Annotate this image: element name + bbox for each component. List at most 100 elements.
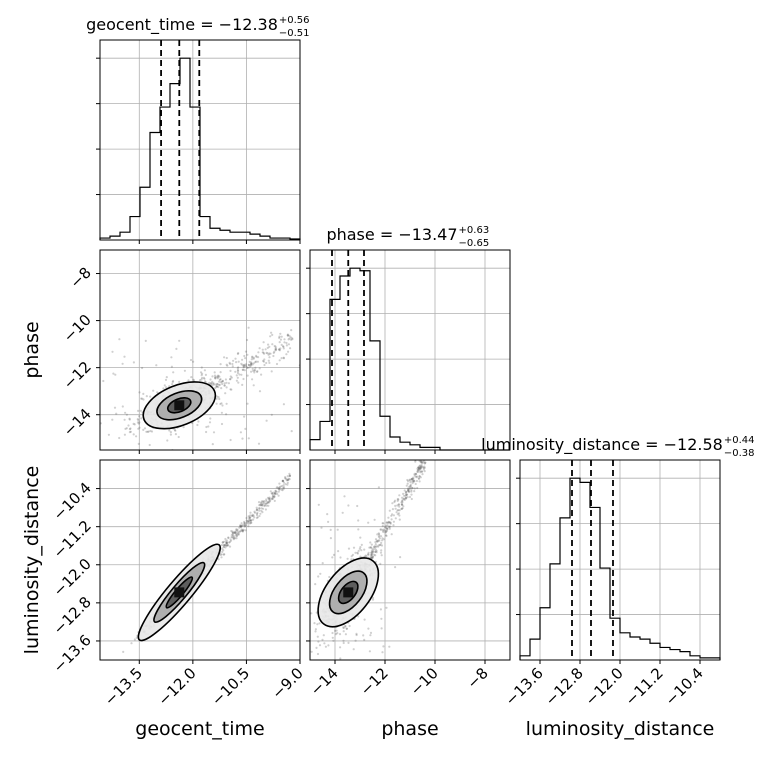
luminosity_distance-vs-phase-point <box>385 521 389 524</box>
luminosity_distance-vs-geocent_time-point <box>264 508 267 511</box>
luminosity_distance-vs-phase-point <box>385 527 388 530</box>
phase-vs-geocent_time-point <box>167 455 169 457</box>
phase-vs-geocent_time-point <box>244 427 247 430</box>
luminosity_distance-vs-phase-point <box>424 461 427 464</box>
luminosity_distance-vs-phase-point <box>376 533 379 536</box>
phase-vs-geocent_time-point <box>253 368 256 371</box>
phase-vs-geocent_time-point <box>181 451 183 453</box>
luminosity_distance-vs-phase-point <box>377 539 380 542</box>
phase-vs-geocent_time-point <box>261 351 264 354</box>
luminosity_distance-vs-phase-point <box>406 487 410 490</box>
luminosity_distance-vs-phase-point <box>408 478 411 481</box>
phase-vs-geocent_time-point <box>251 363 254 366</box>
luminosity_distance-vs-phase-point <box>374 554 377 557</box>
luminosity_distance-vs-geocent_time-point <box>265 500 268 503</box>
luminosity_distance-vs-geocent_time-point <box>122 650 125 654</box>
geocent_time-x-tick-label-2: −10.5 <box>208 664 253 709</box>
luminosity_distance-vs-phase-point <box>355 632 358 636</box>
phase-vs-geocent_time-point <box>209 378 212 381</box>
luminosity_distance-vs-phase-point <box>413 472 416 475</box>
luminosity_distance-vs-geocent_time-point <box>232 536 235 539</box>
luminosity_distance-vs-phase-point <box>408 485 411 488</box>
luminosity_distance-vs-phase-point <box>371 596 375 599</box>
phase-vs-geocent_time-point <box>172 379 175 383</box>
phase-vs-geocent_time-point <box>289 347 292 350</box>
luminosity_distance-vs-phase-point <box>310 612 313 615</box>
phase-vs-geocent_time-point <box>128 431 131 434</box>
luminosity_distance-vs-geocent_time-point <box>227 544 230 547</box>
luminosity_distance-vs-phase-point <box>370 556 373 559</box>
luminosity_distance-vs-phase-point <box>417 477 421 480</box>
luminosity_distance-vs-geocent_time-point <box>282 479 285 482</box>
phase-vs-geocent_time-point <box>241 368 244 371</box>
luminosity_distance-vs-geocent_time-point <box>235 534 238 537</box>
luminosity_distance-vs-phase-point <box>419 464 422 467</box>
luminosity_distance-vs-geocent_time-point <box>268 501 271 504</box>
luminosity_distance-vs-geocent_time-point <box>226 544 229 547</box>
phase-vs-geocent_time-point <box>208 381 211 384</box>
luminosity_distance-vs-phase-point <box>344 684 346 686</box>
phase-vs-geocent_time-point <box>254 366 257 369</box>
phase-vs-geocent_time-point <box>223 382 226 385</box>
phase-vs-geocent_time-point <box>250 362 253 365</box>
luminosity_distance-vs-geocent_time-point <box>243 521 246 525</box>
phase-vs-geocent_time-point <box>278 335 281 338</box>
luminosity_distance-vs-phase-point <box>385 534 388 538</box>
luminosity_distance-vs-phase-point <box>405 490 408 494</box>
phase-vs-geocent_time-point <box>247 437 250 440</box>
phase-vs-geocent_time-point <box>111 350 114 353</box>
luminosity_distance-vs-phase-point <box>321 638 324 641</box>
phase-vs-geocent_time-point <box>165 386 168 389</box>
luminosity_distance-vs-phase-point <box>357 519 360 522</box>
phase-vs-geocent_time-point <box>229 438 232 442</box>
phase-vs-geocent_time-point <box>225 356 228 360</box>
luminosity_distance-vs-phase-point <box>417 469 420 472</box>
luminosity_distance-vs-geocent_time-point <box>135 636 138 639</box>
geocent_time-marginal-frame <box>99 39 301 241</box>
luminosity_distance-vs-geocent_time-point <box>281 480 284 483</box>
phase-vs-geocent_time-point <box>232 359 235 362</box>
phase-vs-geocent_time-point <box>239 431 242 434</box>
luminosity_distance-vs-geocent_time-point <box>266 501 270 504</box>
phase-vs-geocent_time-point <box>241 383 244 386</box>
luminosity_distance-vs-phase-point <box>401 503 404 506</box>
luminosity_distance-vs-phase-point <box>421 455 423 457</box>
luminosity_distance-vs-phase-point <box>343 495 346 498</box>
phase-vs-geocent_time-point <box>287 343 290 346</box>
phase-vs-geocent_time-point <box>263 352 266 355</box>
phase-vs-geocent_time-point <box>263 358 266 361</box>
luminosity_distance-vs-phase-point <box>398 505 401 508</box>
luminosity_distance-vs-geocent_time-point <box>243 524 246 527</box>
luminosity_distance-vs-geocent_time-point <box>224 540 227 543</box>
luminosity_distance-vs-geocent_time-point <box>236 528 239 531</box>
luminosity_distance-vs-geocent_time-point <box>261 500 264 503</box>
phase-vs-geocent_time-point <box>252 356 255 359</box>
luminosity_distance-vs-phase-point <box>382 528 385 531</box>
phase-vs-geocent_time-point <box>125 427 128 430</box>
phase-vs-geocent_time-point <box>137 419 140 422</box>
luminosity_distance-vs-phase-point <box>418 475 421 478</box>
phase-vs-geocent_time-point <box>265 419 268 422</box>
luminosity_distance-vs-phase-point <box>346 557 349 560</box>
luminosity_distance-vs-phase-point <box>416 469 419 472</box>
luminosity_distance-vs-geocent_time-point <box>234 533 237 536</box>
luminosity_distance-vs-geocent_time-point <box>238 530 241 533</box>
geocent_time-x-axis-label: geocent_time <box>135 718 264 740</box>
luminosity_distance-vs-phase-point <box>372 548 375 551</box>
luminosity_distance-vs-phase-point <box>314 628 317 631</box>
luminosity_distance-vs-geocent_time-point <box>222 553 225 556</box>
luminosity_distance-vs-geocent_time-point <box>271 497 274 500</box>
luminosity_distance-vs-phase-point <box>403 494 406 497</box>
luminosity_distance-vs-geocent_time-point <box>231 536 234 539</box>
phase-vs-geocent_time-point <box>242 365 245 368</box>
luminosity_distance-vs-geocent_time-point <box>217 558 220 561</box>
phase-vs-geocent_time-point <box>217 385 220 389</box>
luminosity_distance-vs-geocent_time-point <box>244 524 247 527</box>
luminosity_distance-vs-geocent_time-point <box>273 493 276 496</box>
phase-vs-geocent_time-point <box>274 347 277 350</box>
phase-vs-geocent_time-point <box>235 379 238 382</box>
luminosity_distance-vs-phase-point <box>419 460 422 463</box>
luminosity_distance-vs-phase-point <box>401 496 404 499</box>
phase-vs-geocent_time-point <box>268 345 271 348</box>
phase-vs-geocent_time-point <box>162 387 165 390</box>
